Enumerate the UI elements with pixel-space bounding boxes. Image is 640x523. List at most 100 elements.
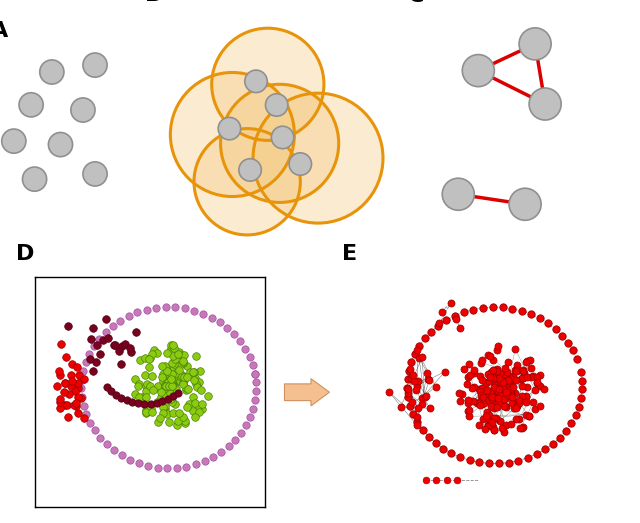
Point: [502, 391, 513, 400]
Point: [485, 373, 495, 381]
Point: [172, 421, 182, 429]
Point: [490, 425, 500, 434]
Point: [180, 418, 191, 427]
Point: [148, 346, 159, 355]
Point: [215, 318, 225, 326]
Point: [424, 433, 434, 441]
Point: [417, 393, 428, 402]
Point: [168, 392, 179, 401]
Point: [176, 374, 186, 382]
Circle shape: [289, 153, 312, 175]
Point: [455, 324, 465, 332]
Point: [396, 403, 406, 411]
Point: [200, 457, 210, 465]
Point: [167, 381, 177, 390]
Text: B: B: [145, 0, 162, 5]
Point: [412, 385, 422, 394]
Point: [431, 475, 442, 484]
Point: [497, 383, 507, 392]
Point: [163, 377, 173, 385]
Point: [414, 354, 424, 362]
Point: [529, 405, 540, 413]
Point: [492, 365, 502, 373]
Point: [157, 377, 168, 385]
Point: [173, 417, 183, 426]
Point: [483, 422, 493, 430]
Circle shape: [266, 94, 288, 116]
Point: [166, 381, 177, 390]
Point: [502, 368, 512, 376]
Point: [489, 413, 499, 422]
Point: [174, 366, 184, 374]
Point: [511, 414, 521, 423]
Point: [181, 462, 191, 471]
Point: [531, 373, 541, 381]
Point: [84, 350, 95, 358]
Point: [191, 380, 202, 388]
Point: [179, 350, 189, 359]
Point: [438, 445, 448, 453]
Point: [60, 379, 70, 387]
Point: [155, 384, 165, 393]
Point: [407, 397, 417, 406]
Point: [505, 388, 515, 396]
Point: [79, 402, 89, 410]
Point: [522, 373, 532, 382]
Point: [515, 415, 525, 423]
Point: [222, 324, 232, 332]
Point: [54, 367, 64, 376]
Point: [485, 351, 495, 360]
Point: [76, 384, 86, 393]
Point: [250, 369, 260, 378]
Point: [133, 382, 143, 390]
Point: [517, 307, 527, 315]
Circle shape: [271, 126, 294, 149]
Point: [244, 353, 255, 361]
Point: [178, 357, 188, 366]
Point: [477, 376, 487, 384]
Point: [446, 298, 456, 306]
Point: [174, 348, 184, 356]
Point: [170, 303, 180, 312]
Point: [483, 421, 493, 429]
Point: [140, 406, 150, 415]
Point: [543, 319, 553, 327]
Point: [508, 399, 518, 407]
Point: [504, 382, 515, 391]
Point: [159, 383, 170, 392]
Point: [161, 390, 171, 399]
Point: [442, 475, 452, 484]
Point: [515, 424, 525, 433]
Point: [106, 387, 116, 395]
Point: [230, 436, 241, 444]
Point: [114, 347, 124, 355]
Point: [235, 337, 245, 345]
Point: [179, 372, 189, 381]
Point: [161, 364, 172, 372]
Point: [102, 383, 112, 392]
Point: [526, 310, 536, 319]
Point: [182, 403, 192, 412]
Point: [477, 384, 487, 393]
Point: [513, 457, 524, 465]
Point: [500, 389, 511, 397]
Point: [420, 334, 430, 343]
Point: [504, 385, 515, 393]
Point: [164, 385, 174, 393]
Point: [431, 382, 441, 391]
Point: [55, 404, 65, 413]
Point: [92, 340, 102, 349]
Point: [147, 408, 157, 416]
Text: E: E: [342, 244, 358, 264]
Point: [74, 370, 84, 379]
Point: [165, 380, 175, 388]
Point: [469, 366, 479, 374]
Point: [499, 402, 509, 410]
Point: [98, 336, 108, 345]
Point: [495, 391, 505, 399]
Point: [216, 448, 227, 456]
Point: [115, 360, 125, 369]
Point: [497, 393, 507, 401]
Point: [479, 399, 490, 407]
Point: [130, 390, 140, 399]
